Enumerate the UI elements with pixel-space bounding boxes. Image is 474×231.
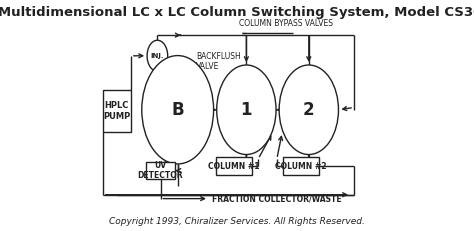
Text: COLUMN #1: COLUMN #1: [208, 161, 260, 170]
Ellipse shape: [142, 56, 214, 164]
Text: Copyright 1993, Chiralizer Services. All Rights Reserved.: Copyright 1993, Chiralizer Services. All…: [109, 217, 365, 226]
Text: HPLC
PUMP: HPLC PUMP: [103, 101, 130, 121]
Text: 2: 2: [303, 101, 315, 119]
Text: 2D Multidimensional LC x LC Column Switching System, Model CS3020: 2D Multidimensional LC x LC Column Switc…: [0, 6, 474, 19]
Text: B: B: [172, 101, 184, 119]
Text: BACKFLUSH
VALVE: BACKFLUSH VALVE: [196, 52, 241, 71]
Text: UV
DETECTOR: UV DETECTOR: [137, 161, 183, 180]
Ellipse shape: [279, 65, 338, 155]
Text: 1: 1: [241, 101, 252, 119]
Ellipse shape: [217, 65, 276, 155]
Ellipse shape: [147, 40, 168, 71]
FancyBboxPatch shape: [146, 162, 175, 179]
Text: COLUMN #2: COLUMN #2: [275, 161, 327, 170]
FancyBboxPatch shape: [103, 90, 131, 132]
Text: FRACTION COLLECTOR/WASTE: FRACTION COLLECTOR/WASTE: [212, 194, 342, 203]
Text: COLUMN BYPASS VALVES: COLUMN BYPASS VALVES: [238, 19, 333, 28]
FancyBboxPatch shape: [283, 157, 319, 175]
FancyBboxPatch shape: [216, 157, 252, 175]
Text: INJ.: INJ.: [151, 53, 164, 59]
